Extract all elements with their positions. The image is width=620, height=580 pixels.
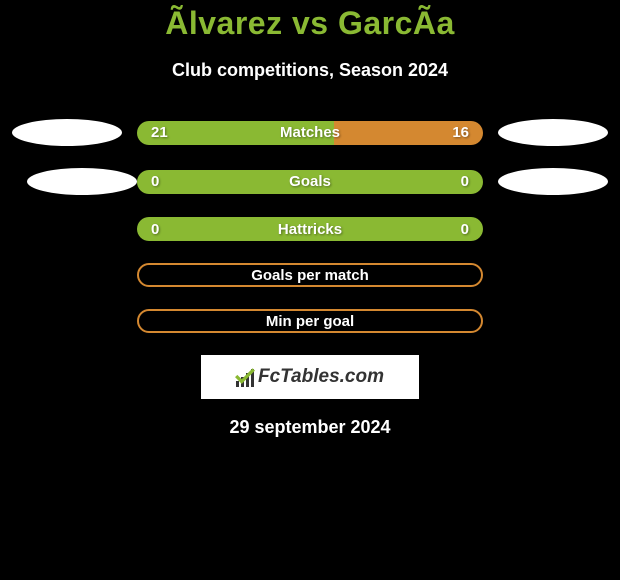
matches-row: 21 Matches 16 bbox=[0, 119, 620, 146]
min-per-goal-row: Min per goal bbox=[0, 309, 620, 333]
hattricks-bar: 0 Hattricks 0 bbox=[137, 217, 483, 241]
player-right-indicator bbox=[498, 119, 608, 146]
matches-left-value: 21 bbox=[151, 124, 168, 141]
min-per-goal-bar: Min per goal bbox=[137, 309, 483, 333]
date: 29 september 2024 bbox=[0, 417, 620, 438]
goals-row: 0 Goals 0 bbox=[0, 168, 620, 195]
player-left-indicator bbox=[12, 119, 122, 146]
hattricks-right-value: 0 bbox=[461, 221, 469, 238]
matches-bar: 21 Matches 16 bbox=[137, 121, 483, 145]
chart-icon bbox=[236, 367, 254, 387]
comparison-title: Ãlvarez vs GarcÃ­a bbox=[0, 5, 620, 42]
player-right-indicator-2 bbox=[498, 168, 608, 195]
min-per-goal-label: Min per goal bbox=[153, 313, 467, 330]
goals-right-value: 0 bbox=[461, 173, 469, 190]
goals-per-match-bar: Goals per match bbox=[137, 263, 483, 287]
hattricks-left-value: 0 bbox=[151, 221, 159, 238]
goals-left-value: 0 bbox=[151, 173, 159, 190]
matches-label: Matches bbox=[280, 124, 340, 141]
main-container: Ãlvarez vs GarcÃ­a Club competitions, Se… bbox=[0, 0, 620, 438]
logo-text: FcTables.com bbox=[258, 366, 384, 388]
goals-per-match-label: Goals per match bbox=[153, 267, 467, 284]
logo-content: FcTables.com bbox=[236, 366, 384, 388]
goals-bar: 0 Goals 0 bbox=[137, 170, 483, 194]
hattricks-row: 0 Hattricks 0 bbox=[0, 217, 620, 241]
matches-right-value: 16 bbox=[452, 124, 469, 141]
hattricks-label: Hattricks bbox=[278, 221, 342, 238]
goals-per-match-row: Goals per match bbox=[0, 263, 620, 287]
goals-label: Goals bbox=[289, 173, 331, 190]
subtitle: Club competitions, Season 2024 bbox=[0, 60, 620, 81]
logo-box: FcTables.com bbox=[201, 355, 419, 399]
player-left-indicator-2 bbox=[27, 168, 137, 195]
